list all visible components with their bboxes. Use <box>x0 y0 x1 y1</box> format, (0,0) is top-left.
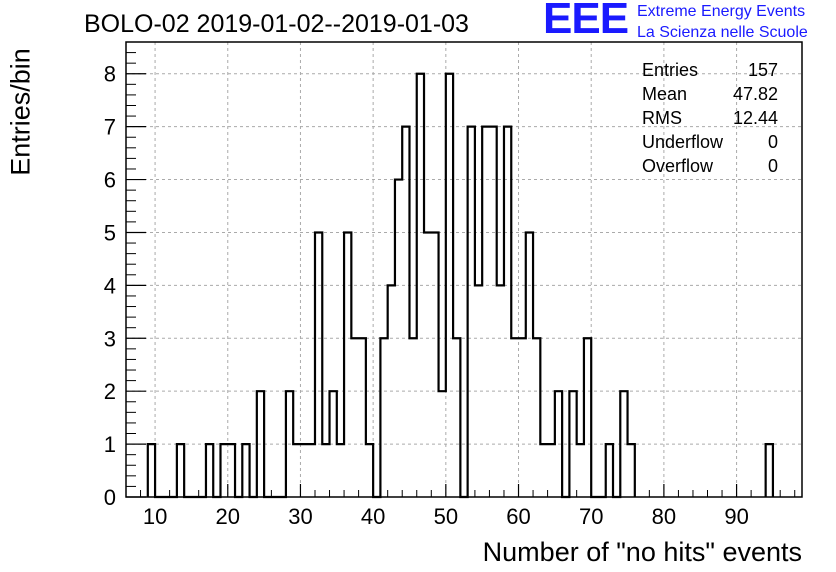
logo-text-line1: Extreme Energy Events <box>637 3 806 20</box>
stat-label: RMS <box>642 108 682 128</box>
stat-row-underflow: Underflow 0 <box>642 130 778 154</box>
y-tick-label: 0 <box>104 485 116 510</box>
statistics-box: Entries 157 Mean 47.82 RMS 12.44 Underfl… <box>642 58 778 178</box>
x-tick-label: 30 <box>288 504 312 529</box>
stat-row-mean: Mean 47.82 <box>642 82 778 106</box>
stat-row-overflow: Overflow 0 <box>642 154 778 178</box>
y-tick-label: 8 <box>104 62 116 87</box>
stat-value: 157 <box>747 60 778 80</box>
y-tick-label: 4 <box>104 273 116 298</box>
stat-value: 0 <box>767 156 778 176</box>
stat-label: Underflow <box>642 132 724 152</box>
eee-logo: EEE <box>543 0 629 43</box>
y-tick-label: 1 <box>104 432 116 457</box>
x-tick-label: 60 <box>506 504 530 529</box>
y-tick-label: 7 <box>104 115 116 140</box>
stat-row-entries: Entries 157 <box>642 58 778 82</box>
stat-label: Overflow <box>642 156 714 176</box>
logo-text-line2: La Scienza nelle Scuole <box>637 24 808 41</box>
y-tick-label: 5 <box>104 220 116 245</box>
chart-title: BOLO-02 2019-01-02--2019-01-03 <box>84 10 469 38</box>
stat-label: Entries <box>642 60 699 80</box>
stat-value: 47.82 <box>732 84 778 104</box>
x-axis-label: Number of "no hits" events <box>482 537 802 567</box>
stat-label: Mean <box>642 84 688 104</box>
stat-row-rms: RMS 12.44 <box>642 106 778 130</box>
x-tick-label: 20 <box>216 504 240 529</box>
y-axis-label: Entries/bin <box>5 48 36 176</box>
x-tick-label: 80 <box>652 504 676 529</box>
x-tick-label: 90 <box>724 504 748 529</box>
x-tick-label: 70 <box>579 504 603 529</box>
y-tick-label: 3 <box>104 326 116 351</box>
x-tick-label: 10 <box>143 504 167 529</box>
y-tick-label: 2 <box>104 379 116 404</box>
x-tick-label: 50 <box>434 504 458 529</box>
axis-ticks: 10 20 30 40 50 60 70 80 90 0 1 2 3 4 5 6 7 8 <box>104 52 796 529</box>
plot-frame <box>125 41 803 498</box>
stat-value: 12.44 <box>732 108 778 128</box>
stat-value: 0 <box>767 132 778 152</box>
x-tick-label: 40 <box>361 504 385 529</box>
y-tick-label: 6 <box>104 168 116 193</box>
